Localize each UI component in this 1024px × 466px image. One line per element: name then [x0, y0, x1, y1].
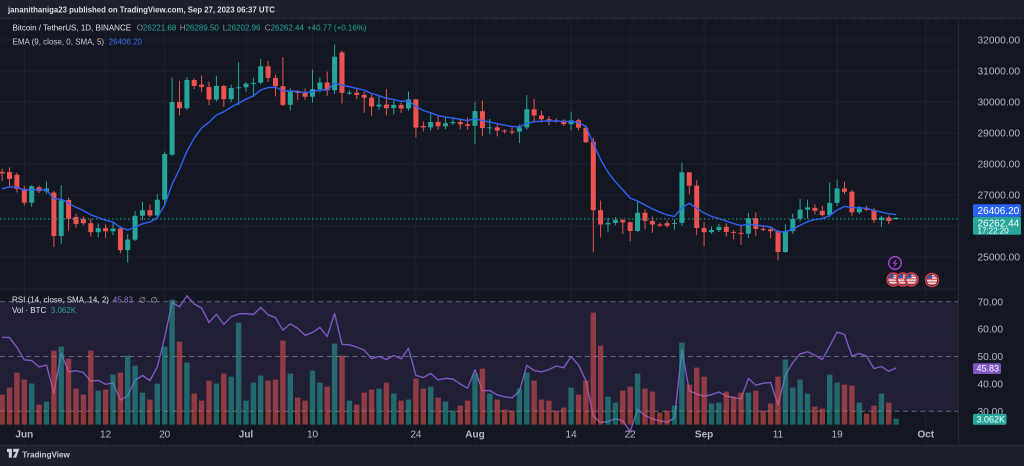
svg-text:Oct: Oct	[917, 430, 934, 441]
svg-text:11: 11	[773, 430, 784, 441]
svg-text:Bitcoin / TetherUS, 1D, BINANC: Bitcoin / TetherUS, 1D, BINANCE	[13, 24, 132, 33]
svg-text:40.00: 40.00	[978, 380, 1004, 391]
svg-text:26406.20: 26406.20	[109, 38, 143, 47]
svg-text:Aug: Aug	[465, 430, 484, 441]
svg-text:17:22:20: 17:22:20	[978, 227, 1010, 236]
svg-text:25000.00: 25000.00	[978, 253, 1021, 264]
svg-text:jananithaniga23 published on T: jananithaniga23 published on TradingView…	[7, 6, 275, 15]
svg-text:Sep: Sep	[695, 430, 713, 441]
svg-text:3.062K: 3.062K	[977, 414, 1006, 424]
svg-text:27000.00: 27000.00	[978, 191, 1021, 202]
svg-text:∅: ∅	[151, 295, 158, 304]
svg-text:26406.20: 26406.20	[978, 206, 1020, 217]
svg-text:19: 19	[832, 430, 844, 441]
svg-text:RSI (14, close, SMA, 14, 2): RSI (14, close, SMA, 14, 2)	[12, 295, 109, 304]
svg-text:22: 22	[625, 430, 637, 441]
svg-text:Jun: Jun	[15, 430, 33, 441]
svg-text:30.00: 30.00	[978, 407, 1004, 418]
svg-text:31000.00: 31000.00	[978, 67, 1021, 78]
svg-text:29000.00: 29000.00	[978, 129, 1021, 140]
svg-text:12: 12	[100, 430, 112, 441]
svg-text:45.83: 45.83	[113, 295, 134, 304]
svg-text:70.00: 70.00	[978, 297, 1004, 308]
svg-text:10: 10	[307, 430, 319, 441]
svg-text:45.83: 45.83	[977, 364, 1000, 374]
svg-text:14: 14	[566, 430, 578, 441]
svg-text:TradingView: TradingView	[22, 450, 70, 459]
svg-text:26262.44: 26262.44	[978, 218, 1020, 229]
svg-text:EMA (9, close, 0, SMA, 5): EMA (9, close, 0, SMA, 5)	[13, 38, 105, 47]
svg-text:24: 24	[410, 430, 422, 441]
svg-text:28000.00: 28000.00	[978, 160, 1021, 171]
svg-text:60.00: 60.00	[978, 325, 1004, 336]
svg-text:Vol · BTC: Vol · BTC	[12, 306, 46, 315]
svg-text:20: 20	[159, 430, 171, 441]
svg-text:∅: ∅	[139, 295, 146, 304]
svg-text:32000.00: 32000.00	[978, 36, 1021, 47]
svg-text:3.062K: 3.062K	[51, 306, 77, 315]
svg-text:Jul: Jul	[239, 430, 254, 441]
svg-text:30000.00: 30000.00	[978, 98, 1021, 109]
svg-text:50.00: 50.00	[978, 352, 1004, 363]
